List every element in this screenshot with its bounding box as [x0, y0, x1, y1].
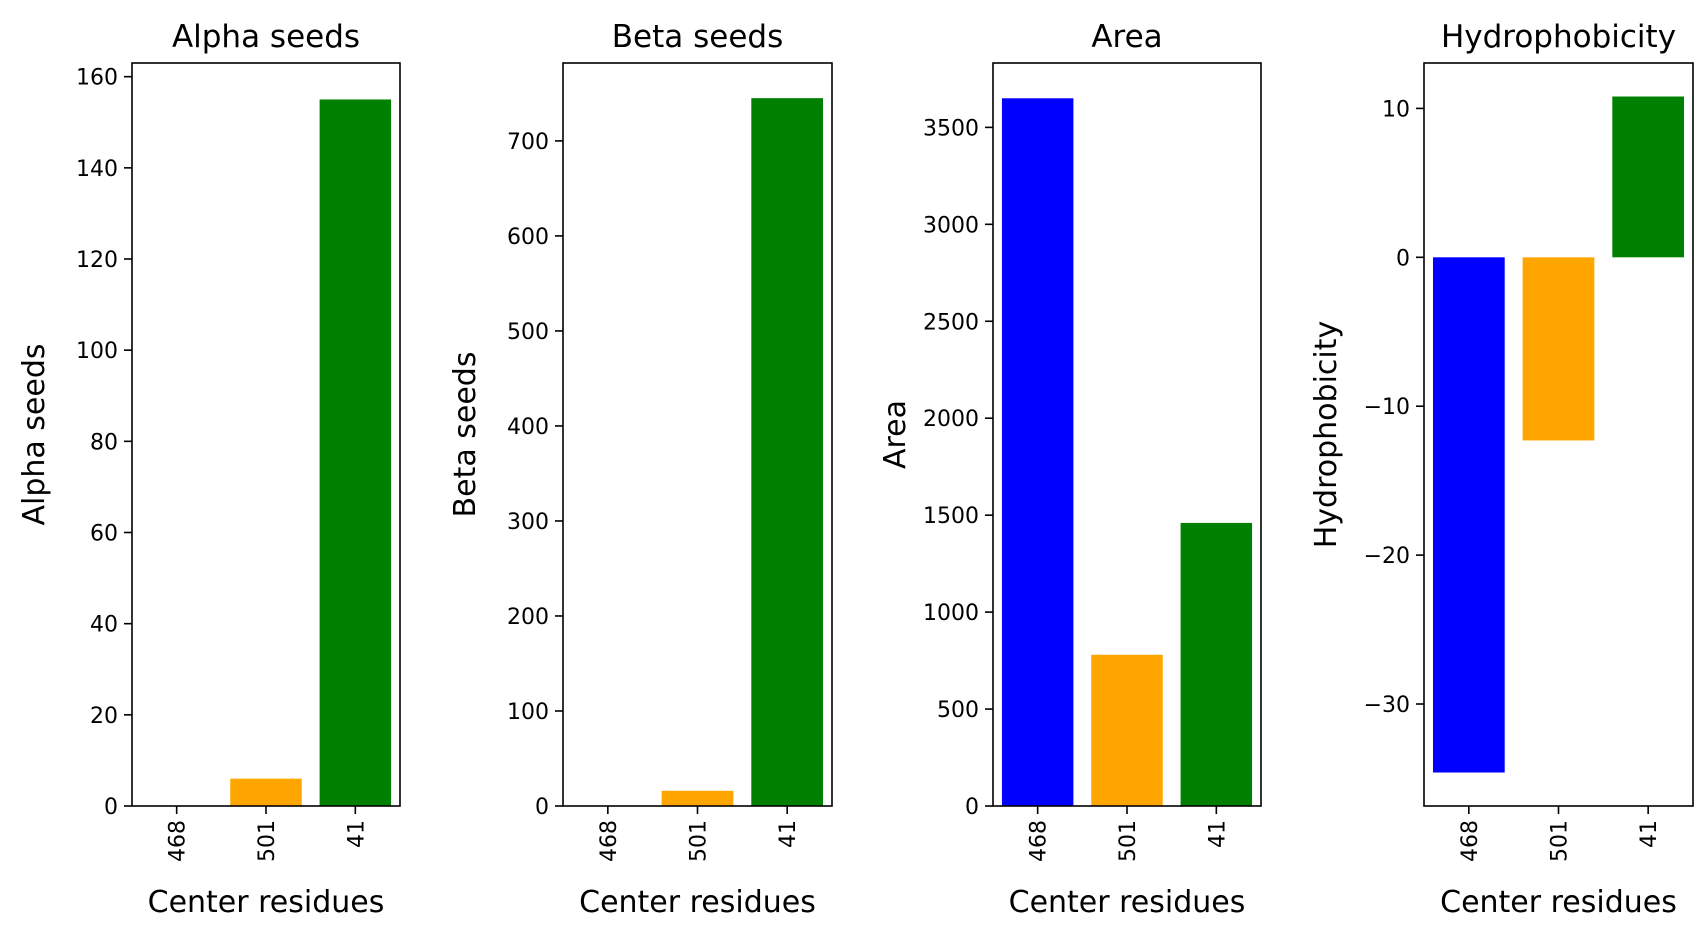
bar-41 [1612, 96, 1685, 258]
y-tick-label: 0 [104, 795, 118, 820]
y-tick-label: 600 [507, 225, 549, 250]
panel-title: Area [1091, 19, 1162, 55]
y-tick-label: 2500 [923, 310, 979, 335]
x-tick-label: 501 [1548, 820, 1573, 862]
y-tick-label: 500 [507, 320, 549, 345]
y-tick-label: 0 [1396, 246, 1410, 271]
y-tick-label: 120 [76, 248, 118, 273]
y-tick-label: 1500 [923, 504, 979, 529]
x-tick-label: 468 [1458, 820, 1483, 862]
y-tick-label: −30 [1364, 693, 1410, 718]
panel-title: Alpha seeds [172, 19, 360, 55]
y-tick-label: 160 [76, 66, 118, 91]
y-axis-label: Hydrophobicity [1309, 321, 1344, 549]
bar-501 [1522, 257, 1595, 441]
y-tick-label: 20 [90, 704, 118, 729]
y-tick-label: 200 [507, 605, 549, 630]
y-tick-label: −10 [1364, 395, 1410, 420]
x-tick-label: 468 [1027, 820, 1052, 862]
panel-title: Hydrophobicity [1441, 19, 1676, 55]
y-tick-label: 60 [90, 522, 118, 547]
y-tick-label: 2000 [923, 407, 979, 432]
y-tick-label: 0 [965, 795, 979, 820]
y-tick-label: 1000 [923, 601, 979, 626]
y-tick-label: 80 [90, 430, 118, 455]
x-tick-label: 501 [687, 820, 712, 862]
x-axis-label: Center residues [1440, 885, 1677, 920]
x-tick-label: 41 [344, 820, 369, 848]
bar-501 [661, 790, 734, 806]
bar-468 [1432, 257, 1505, 773]
x-tick-label: 41 [1637, 820, 1662, 848]
x-tick-label: 41 [776, 820, 801, 848]
x-tick-label: 41 [1205, 820, 1230, 848]
y-tick-label: 10 [1382, 97, 1410, 122]
x-tick-label: 468 [597, 820, 622, 862]
x-axis-label: Center residues [579, 885, 816, 920]
y-tick-label: 700 [507, 130, 549, 155]
y-axis-label: Alpha seeds [17, 343, 52, 525]
x-axis-label: Center residues [1009, 885, 1246, 920]
x-tick-label: 468 [166, 820, 191, 862]
x-tick-label: 501 [1116, 820, 1141, 862]
bar-501 [230, 778, 302, 806]
y-axis-label: Area [878, 400, 913, 469]
y-tick-label: 0 [535, 795, 549, 820]
bar-41 [1180, 522, 1253, 806]
x-tick-label: 501 [255, 820, 280, 862]
y-tick-label: 140 [76, 157, 118, 182]
y-tick-label: 100 [507, 700, 549, 725]
y-tick-label: 500 [937, 698, 979, 723]
bar-41 [751, 98, 824, 806]
y-tick-label: 100 [76, 339, 118, 364]
y-tick-label: 3000 [923, 213, 979, 238]
x-axis-label: Center residues [148, 885, 385, 920]
y-tick-label: −20 [1364, 544, 1410, 569]
bar-41 [319, 99, 392, 807]
bar-468 [1001, 98, 1074, 807]
y-tick-label: 40 [90, 613, 118, 638]
panel-title: Beta seeds [612, 19, 783, 55]
y-axis-label: Beta seeds [448, 352, 483, 518]
bar-501 [1091, 654, 1163, 806]
y-tick-label: 300 [507, 510, 549, 535]
y-tick-label: 3500 [923, 116, 979, 141]
y-tick-label: 400 [507, 415, 549, 440]
